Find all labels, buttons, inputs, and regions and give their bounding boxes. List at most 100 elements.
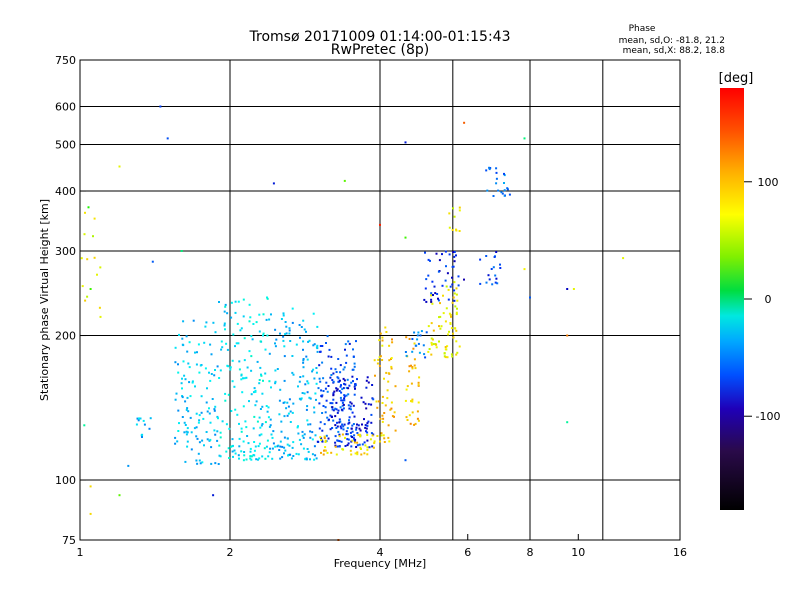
data-point: [258, 379, 261, 381]
data-point: [268, 451, 271, 454]
data-point: [413, 358, 416, 361]
data-point: [348, 416, 351, 419]
data-point: [176, 440, 179, 443]
data-point: [390, 367, 393, 370]
data-point: [411, 350, 414, 353]
data-point: [331, 406, 334, 409]
data-point: [326, 451, 329, 454]
data-point: [274, 369, 277, 372]
data-point: [303, 392, 306, 395]
data-point: [385, 371, 388, 374]
data-point: [278, 449, 281, 451]
data-point: [302, 366, 305, 369]
data-point: [205, 401, 208, 404]
data-point: [366, 439, 369, 442]
x-tick-label: 8: [527, 546, 534, 559]
data-point: [404, 459, 407, 462]
data-point: [274, 328, 277, 331]
data-point: [282, 339, 285, 342]
data-point: [352, 368, 355, 371]
data-point: [503, 189, 506, 192]
data-point: [325, 342, 327, 344]
data-point: [287, 454, 289, 457]
data-point: [387, 380, 390, 383]
data-point: [409, 422, 412, 425]
data-point: [229, 368, 232, 371]
data-point: [317, 387, 320, 390]
data-point: [378, 339, 381, 342]
data-point: [315, 457, 318, 460]
data-point: [321, 345, 324, 347]
data-point: [268, 425, 271, 428]
data-point: [458, 209, 461, 212]
data-point: [455, 311, 458, 314]
data-point: [386, 397, 389, 400]
data-point: [238, 368, 241, 371]
data-point: [495, 251, 498, 253]
data-point: [352, 404, 355, 407]
data-point: [218, 301, 220, 303]
data-point: [418, 351, 421, 354]
data-point: [351, 424, 354, 427]
data-point: [449, 313, 452, 316]
data-point: [381, 414, 384, 417]
data-point: [405, 416, 408, 419]
data-point: [321, 361, 324, 364]
data-point: [439, 302, 441, 305]
data-point: [447, 288, 450, 291]
data-point: [341, 404, 344, 407]
data-point: [410, 382, 413, 385]
data-point: [187, 410, 190, 413]
data-point: [302, 348, 304, 351]
data-point: [324, 439, 327, 442]
x-tick-label: 1: [77, 546, 84, 559]
data-point: [342, 407, 345, 410]
data-point: [195, 459, 198, 462]
data-point: [243, 377, 246, 380]
data-point: [254, 445, 257, 448]
data-point: [351, 411, 354, 414]
data-point: [332, 393, 335, 396]
data-point: [345, 386, 348, 389]
data-point: [338, 421, 341, 424]
data-point: [174, 398, 177, 401]
data-point: [417, 342, 420, 345]
data-point: [367, 420, 370, 423]
data-point: [381, 395, 384, 398]
data-point: [375, 400, 378, 403]
y-tick-label: 300: [55, 245, 76, 258]
data-point: [406, 419, 409, 421]
data-point: [84, 211, 86, 214]
data-point: [212, 494, 215, 497]
data-point: [438, 259, 441, 262]
data-point: [174, 436, 177, 439]
data-point: [224, 392, 227, 395]
data-point: [318, 427, 321, 430]
data-point: [463, 121, 466, 124]
data-point: [324, 411, 327, 414]
data-point: [278, 413, 281, 416]
data-point: [245, 458, 248, 461]
data-point: [488, 168, 491, 171]
data-point: [406, 385, 409, 388]
data-point: [177, 371, 180, 374]
data-point: [351, 375, 354, 378]
data-point: [348, 342, 351, 345]
data-point: [361, 443, 364, 446]
data-point: [280, 318, 283, 320]
data-point: [356, 432, 359, 434]
data-point: [325, 399, 328, 402]
data-point: [508, 193, 511, 196]
data-point: [451, 355, 454, 358]
data-point: [174, 346, 177, 349]
data-point: [250, 458, 253, 461]
data-point: [387, 424, 390, 427]
data-point: [247, 442, 250, 445]
data-point: [211, 398, 214, 400]
data-point: [366, 424, 369, 427]
data-point: [446, 345, 449, 348]
data-point: [380, 432, 383, 435]
data-point: [289, 340, 292, 342]
data-point: [338, 445, 341, 448]
data-point: [314, 454, 317, 457]
